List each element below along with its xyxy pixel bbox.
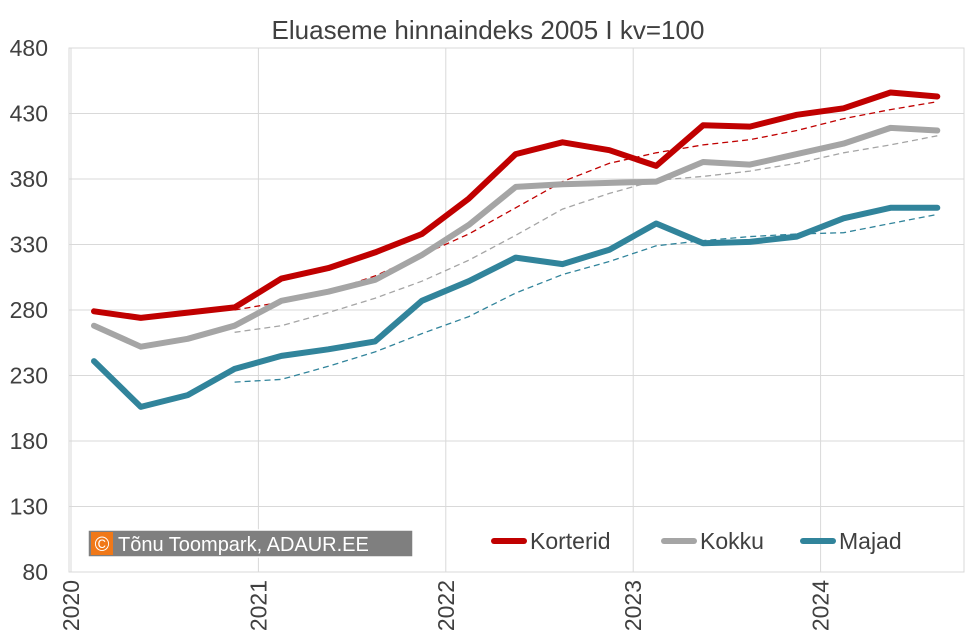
y-tick-label: 330 [10, 232, 48, 258]
credit-text: Tõnu Toompark, ADAUR.EE [118, 534, 369, 556]
y-tick-label: 230 [10, 363, 48, 389]
trend-line-korterid [234, 101, 938, 311]
series-line-korterid [91, 89, 941, 321]
y-tick-label: 380 [10, 166, 48, 192]
legend-label-korterid: Korterid [530, 528, 611, 554]
x-tick-label: 2022 [433, 580, 459, 631]
y-tick-label: 280 [10, 297, 48, 323]
y-tick-label: 430 [10, 101, 48, 127]
y-axis-ticks: 80 130 180 230 280 330 380 430 480 [10, 35, 48, 585]
series-lines [91, 89, 941, 410]
series-line-majad [91, 204, 941, 410]
x-tick-label: 2023 [620, 580, 646, 631]
y-tick-label: 80 [22, 559, 48, 585]
credit-box: © Tõnu Toompark, ADAUR.EE [87, 529, 414, 558]
x-tick-label: 2020 [58, 580, 84, 631]
copyright-icon-bg [91, 532, 113, 555]
y-tick-label: 180 [10, 428, 48, 454]
copyright-icon: © [95, 534, 110, 556]
y-tick-label: 130 [10, 494, 48, 520]
chart-title: Eluaseme hinnaindeks 2005 I kv=100 [272, 15, 705, 45]
legend-label-kokku: Kokku [700, 528, 764, 554]
series-line-kokku [91, 124, 941, 350]
legend-label-majad: Majad [839, 528, 902, 554]
trend-line-kokku [234, 135, 938, 333]
y-tick-label: 480 [10, 35, 48, 61]
credit-background [87, 529, 414, 558]
x-axis-ticks: 2020 2021 2022 2023 2024 [58, 580, 834, 631]
x-tick-label: 2024 [808, 580, 834, 631]
x-tick-label: 2021 [245, 580, 271, 631]
trend-line-majad [234, 213, 938, 383]
legend: Korterid Kokku Majad [491, 528, 902, 554]
